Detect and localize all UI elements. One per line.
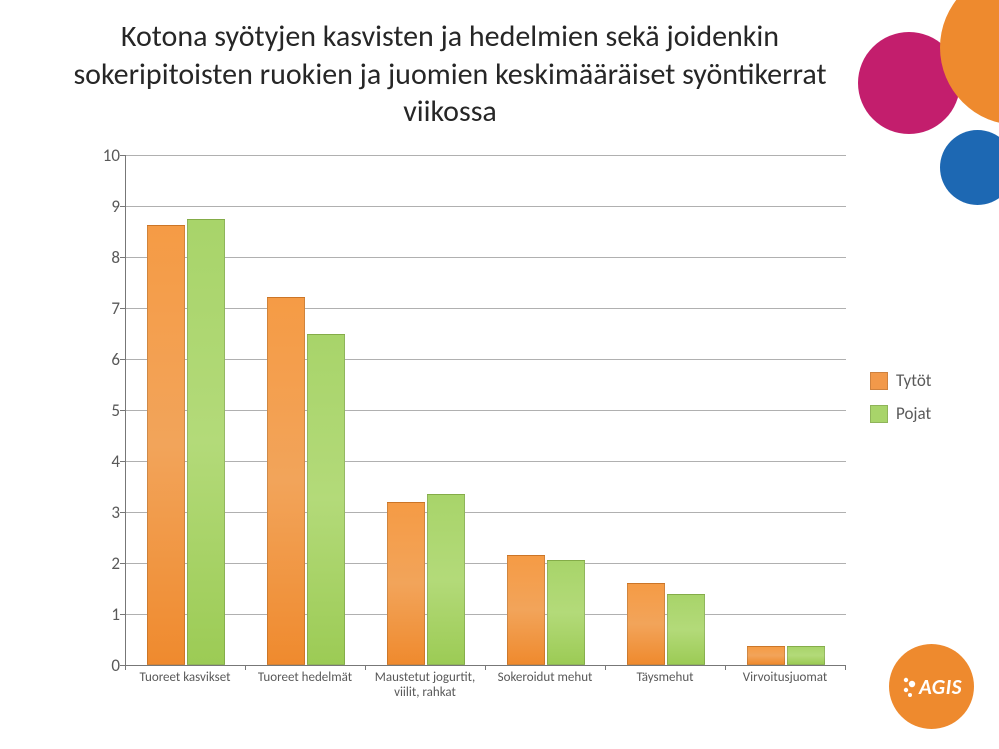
y-tick-label: 5 [95, 400, 120, 421]
legend-swatch-icon [870, 405, 888, 423]
legend-item-pojat: Pojat [870, 403, 931, 424]
plot-area [125, 155, 846, 666]
x-tick-label: Virvoitusjuomat [725, 671, 845, 686]
x-tick-mark [125, 665, 126, 670]
y-tick-label: 0 [95, 655, 120, 676]
bar [387, 502, 425, 665]
bar [747, 646, 785, 665]
gridline [126, 410, 846, 411]
x-tick-label: Tuoreet kasvikset [125, 671, 245, 686]
dagis-logo: AGIS [889, 644, 974, 729]
legend: Tytöt Pojat [870, 370, 931, 436]
bar [667, 594, 705, 665]
bar [787, 646, 825, 665]
x-tick-mark [245, 665, 246, 670]
bar [427, 494, 465, 665]
legend-label: Tytöt [896, 370, 931, 391]
x-tick-mark [485, 665, 486, 670]
bar [187, 219, 225, 665]
gridline [126, 461, 846, 462]
logo-text: AGIS [901, 674, 962, 700]
y-tick-label: 6 [95, 349, 120, 370]
slide: Kotona syötyjen kasvisten ja hedelmien s… [0, 0, 999, 749]
gridline [126, 206, 846, 207]
x-tick-mark [725, 665, 726, 670]
y-tick-label: 2 [95, 553, 120, 574]
x-tick-label: Sokeroidut mehut [485, 671, 605, 686]
gridline [126, 563, 846, 564]
x-tick-mark [365, 665, 366, 670]
gridline [126, 512, 846, 513]
x-tick-mark [605, 665, 606, 670]
gridline [126, 155, 846, 156]
bar [507, 555, 545, 665]
y-tick-label: 10 [95, 145, 120, 166]
logo-dots-icon [901, 675, 917, 699]
bar [307, 334, 345, 666]
bar [627, 583, 665, 665]
x-tick-label: Maustetut jogurtit, viilit, rahkat [365, 671, 485, 701]
legend-swatch-icon [870, 372, 888, 390]
decorative-circle [940, 130, 999, 205]
legend-item-tytot: Tytöt [870, 370, 931, 391]
gridline [126, 359, 846, 360]
bar [547, 560, 585, 665]
y-tick-label: 7 [95, 298, 120, 319]
y-tick-label: 1 [95, 604, 120, 625]
bar [147, 225, 185, 665]
y-tick-label: 8 [95, 247, 120, 268]
x-tick-mark [845, 665, 846, 670]
bar [267, 297, 305, 665]
legend-label: Pojat [896, 403, 931, 424]
gridline [126, 257, 846, 258]
gridline [126, 614, 846, 615]
gridline [126, 308, 846, 309]
y-tick-label: 4 [95, 451, 120, 472]
y-tick-label: 9 [95, 196, 120, 217]
bar-chart: Keskimääräiset käyttökerrat viikossa 012… [40, 155, 860, 710]
slide-title: Kotona syötyjen kasvisten ja hedelmien s… [70, 18, 830, 131]
x-tick-label: Tuoreet hedelmät [245, 671, 365, 686]
y-tick-label: 3 [95, 502, 120, 523]
x-tick-label: Täysmehut [605, 671, 725, 686]
